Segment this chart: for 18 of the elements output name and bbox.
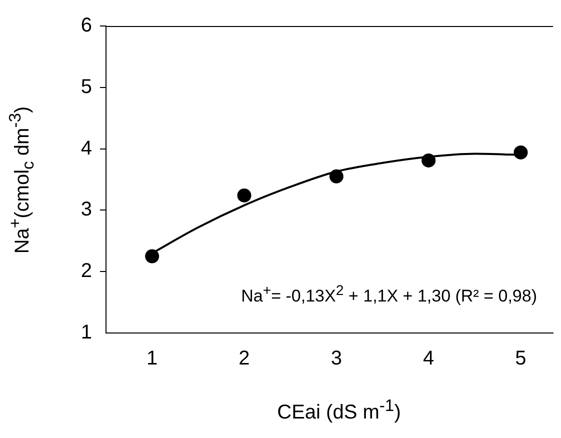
- point: [422, 153, 436, 168]
- point: [514, 145, 528, 160]
- point: [329, 169, 344, 184]
- y-tick-label: 5: [80, 76, 92, 98]
- point: [145, 249, 160, 264]
- y-tick-label: 4: [80, 137, 92, 160]
- point: [237, 188, 252, 202]
- annotation: Na$^{+}$= -0,13X$^{2}$ + 1,1X + 1,30 (R² = 0,98): [241, 283, 537, 307]
- y-tick-label: 6: [80, 14, 92, 37]
- x-tick-label: 4: [423, 348, 434, 370]
- x-tick-label: 3: [330, 348, 342, 370]
- y-tick-label: 1: [80, 322, 92, 344]
- y-tick-label: 3: [80, 198, 92, 221]
- x-tick-label: 1: [146, 348, 158, 370]
- x-tick-label: 5: [515, 348, 526, 370]
- y-tick-label: 2: [80, 260, 92, 282]
- x-axis-title: CEai (dS m$^{-1}$): [277, 396, 401, 425]
- x-tick-label: 2: [238, 348, 250, 370]
